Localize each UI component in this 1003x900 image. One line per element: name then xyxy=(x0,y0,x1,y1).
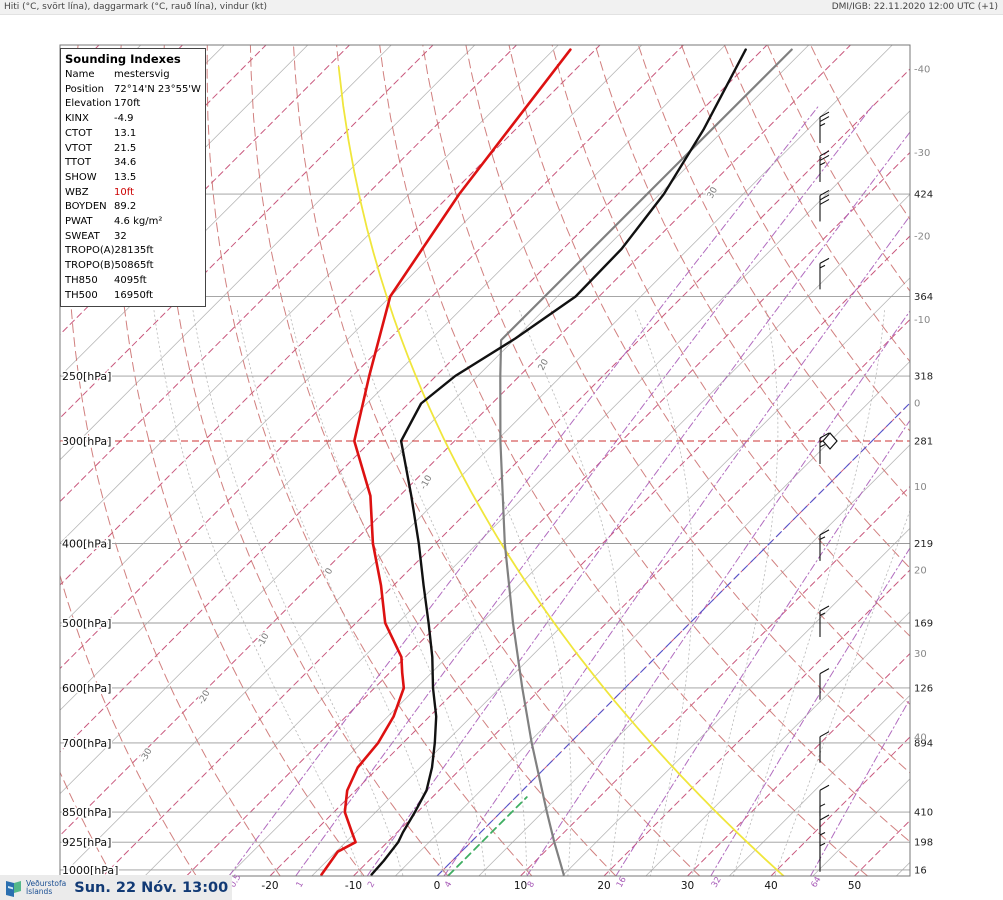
met-office-logo-icon xyxy=(6,880,21,897)
svg-text:410: 410 xyxy=(914,808,933,819)
svg-text:10: 10 xyxy=(514,880,527,892)
svg-text:318: 318 xyxy=(914,372,933,383)
svg-text:1000[hPa]: 1000[hPa] xyxy=(62,864,118,877)
footer-bar: Veðurstofa Íslands Sun. 22 Nóv. 13:00 xyxy=(0,875,232,900)
indexes-title: Sounding Indexes xyxy=(65,52,181,66)
index-row: CTOT 13.1 xyxy=(65,127,137,139)
tropopause-marker xyxy=(822,432,838,450)
svg-text:-30: -30 xyxy=(914,148,930,159)
svg-text:0: 0 xyxy=(434,880,441,892)
sounding-indexes-panel: Sounding Indexes Name mestersvig Position 7… xyxy=(60,48,206,308)
index-row: SWEAT 32 xyxy=(65,230,127,242)
model-run-label: DMI/IGB: 22.11.2020 12:00 UTC (+1) xyxy=(831,2,998,12)
index-row: TROPO(B)50865ft xyxy=(65,260,154,272)
svg-text:20: 20 xyxy=(597,880,610,892)
svg-text:126: 126 xyxy=(914,683,933,694)
svg-text:925[hPa]: 925[hPa] xyxy=(62,836,111,849)
svg-text:894: 894 xyxy=(914,738,933,749)
index-row: PWAT 4.6 kg/m² xyxy=(65,216,163,228)
chart-legend-title: Hiti (°C, svört lína), daggarmark (°C, r… xyxy=(4,2,268,12)
svg-text:-40: -40 xyxy=(914,65,930,76)
svg-text:700[hPa]: 700[hPa] xyxy=(62,737,111,750)
svg-text:250[hPa]: 250[hPa] xyxy=(62,370,111,383)
svg-text:20: 20 xyxy=(537,357,551,372)
index-row: TROPO(A)28135ft xyxy=(65,245,154,257)
header-bar: Hiti (°C, svört lína), daggarmark (°C, r… xyxy=(0,0,1003,15)
svg-text:50: 50 xyxy=(848,880,861,892)
svg-text:-20: -20 xyxy=(261,880,278,892)
index-row: TH850 4095ft xyxy=(65,274,147,286)
svg-text:10: 10 xyxy=(914,482,927,493)
svg-text:400[hPa]: 400[hPa] xyxy=(62,538,111,551)
index-rows: Name mestersvig Position 72°14'N 23°55'W Ele… xyxy=(65,68,201,303)
wind-barbs xyxy=(819,111,830,872)
met-office-name-line1: Veðurstofa xyxy=(26,878,67,888)
index-row: SHOW 13.5 xyxy=(65,171,137,183)
svg-text:16: 16 xyxy=(914,865,927,876)
index-row: Position 72°14'N 23°55'W xyxy=(65,83,201,95)
svg-text:281: 281 xyxy=(914,437,933,448)
svg-text:424: 424 xyxy=(914,190,933,201)
svg-text:-20: -20 xyxy=(197,688,213,706)
svg-text:850[hPa]: 850[hPa] xyxy=(62,806,111,819)
index-row: BOYDEN 89.2 xyxy=(65,201,137,213)
svg-text:2: 2 xyxy=(366,880,377,890)
svg-text:32: 32 xyxy=(710,875,724,889)
svg-text:-10: -10 xyxy=(256,631,272,649)
svg-text:0: 0 xyxy=(914,399,920,410)
svg-text:40: 40 xyxy=(764,880,777,892)
svg-text:-10: -10 xyxy=(345,880,362,892)
index-row: Elevation 170ft xyxy=(65,98,141,110)
svg-text:40: 40 xyxy=(914,733,927,744)
index-row: WBZ 10ft xyxy=(65,186,134,198)
svg-text:600[hPa]: 600[hPa] xyxy=(62,682,111,695)
svg-text:20: 20 xyxy=(914,566,927,577)
svg-text:364: 364 xyxy=(914,292,933,303)
index-row: TH500 16950ft xyxy=(65,289,154,301)
svg-text:-20: -20 xyxy=(914,232,930,243)
svg-text:64: 64 xyxy=(809,875,823,889)
svg-text:-10: -10 xyxy=(914,315,930,326)
svg-text:30: 30 xyxy=(681,880,694,892)
svg-text:16: 16 xyxy=(615,875,629,889)
svg-text:30: 30 xyxy=(914,649,927,660)
index-row: VTOT 21.5 xyxy=(65,142,137,154)
svg-text:8: 8 xyxy=(526,880,537,890)
svg-text:4: 4 xyxy=(443,880,454,890)
index-row: Name mestersvig xyxy=(65,69,170,80)
met-office-name-line2: Íslands xyxy=(26,886,53,896)
svg-text:-10: -10 xyxy=(419,473,435,491)
svg-text:219: 219 xyxy=(914,539,933,550)
axis-labels: 250[hPa] 300[hPa] 400[hPa] 500[hPa] 600[hPa]… xyxy=(61,65,934,893)
met-office-name: Veðurstofa Íslands xyxy=(26,878,67,896)
svg-text:198: 198 xyxy=(914,838,933,849)
datetime-label: Sun. 22 Nóv. 13:00 xyxy=(74,879,229,896)
index-row: KINX -4.9 xyxy=(65,113,134,125)
svg-text:500[hPa]: 500[hPa] xyxy=(62,617,111,630)
svg-text:1: 1 xyxy=(295,880,306,890)
index-row: TTOT 34.6 xyxy=(65,157,137,169)
svg-text:-30: -30 xyxy=(139,746,155,764)
svg-text:169: 169 xyxy=(914,619,933,630)
svg-text:300[hPa]: 300[hPa] xyxy=(62,435,111,448)
